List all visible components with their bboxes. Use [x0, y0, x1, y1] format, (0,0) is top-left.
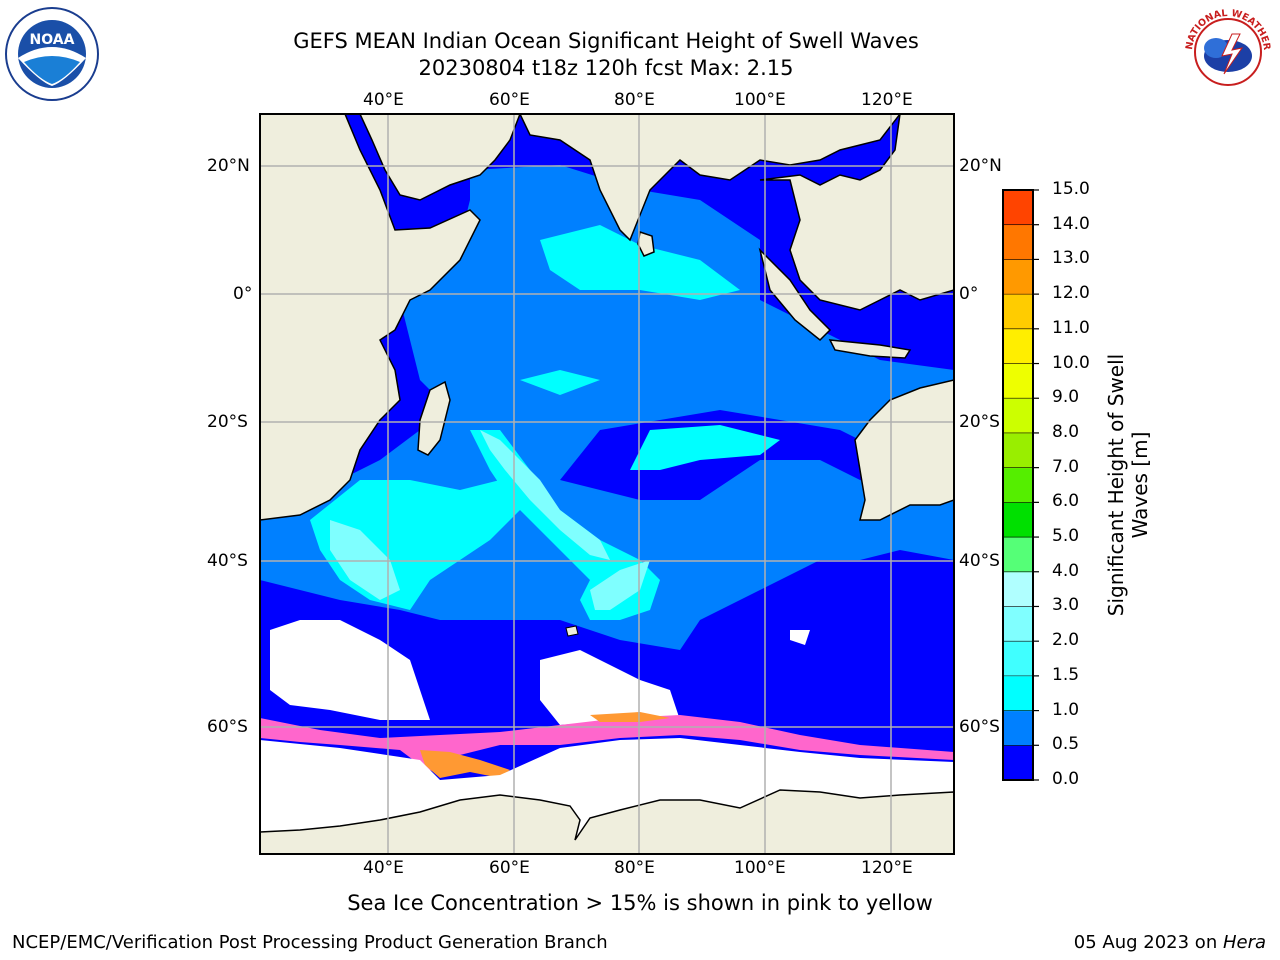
lon-label-top-100e: 100°E	[734, 90, 786, 110]
colorbar-tick-label: 4.0	[1052, 560, 1080, 581]
colorbar-segment	[1003, 432, 1033, 469]
lon-label-top-80e: 80°E	[614, 90, 655, 110]
colorbar-segment	[1003, 259, 1033, 295]
footer-host: Hera	[1222, 932, 1266, 953]
colorbar-tick-label: 1.5	[1052, 664, 1080, 685]
footer-date: 05 Aug 2023 on Hera	[1074, 932, 1266, 953]
madagascar-land	[417, 380, 451, 456]
noaa-logo: NOAA	[5, 7, 99, 101]
lon-label-bottom-80e: 80°E	[614, 858, 655, 878]
footer-date-text: 05 Aug 2023 on	[1073, 932, 1223, 953]
lon-label-bottom-40e: 40°E	[363, 858, 404, 878]
colorbar-tick-label: 9.0	[1052, 387, 1080, 408]
colorbar-tick-label: 10.0	[1052, 352, 1090, 373]
lat-label-left-20s: 20°S	[207, 412, 248, 432]
australia-land	[854, 379, 954, 521]
svg-text:NOAA: NOAA	[30, 32, 75, 48]
colorbar-frame	[1002, 189, 1034, 781]
footer-credit: NCEP/EMC/Verification Post Processing Pr…	[12, 932, 608, 953]
colorbar-tick-label: 7.0	[1052, 456, 1080, 477]
nws-logo: NATIONAL WEATHER SERVICE	[1180, 4, 1274, 98]
lat-label-left-0: 0°	[233, 284, 253, 304]
map-frame	[259, 113, 955, 855]
java-land	[828, 339, 912, 359]
sea-ice-edge	[420, 712, 670, 778]
lon-label-bottom-60e: 60°E	[489, 858, 530, 878]
colorbar-segment	[1003, 710, 1033, 746]
colorbar-tick-label: 14.0	[1052, 213, 1090, 234]
lat-label-right-40s: 40°S	[959, 551, 1000, 571]
colorbar-segment	[1003, 363, 1033, 399]
lat-label-right-0: 0°	[959, 284, 979, 304]
colorbar-segment	[1003, 294, 1033, 330]
colorbar-tick-label: 15.0	[1052, 179, 1090, 199]
colorbar-tick-label: 0.5	[1052, 734, 1080, 755]
colorbar-segment	[1003, 571, 1033, 607]
colorbar-segment	[1003, 224, 1033, 260]
lon-label-top-40e: 40°E	[363, 90, 404, 110]
colorbar-tick-label: 0.0	[1052, 769, 1080, 789]
colorbar-tick-label: 8.0	[1052, 421, 1080, 442]
colorbar-segment	[1003, 537, 1033, 573]
colorbar-tick-label: 6.0	[1052, 491, 1080, 512]
map-area	[260, 114, 954, 854]
swell-band-15	[330, 430, 650, 610]
lon-label-bottom-120e: 120°E	[861, 858, 913, 878]
colorbar-tick-label: 2.0	[1052, 630, 1080, 651]
colorbar-segment	[1003, 745, 1033, 781]
sumatra-land	[758, 247, 832, 342]
colorbar-tick-label: 1.0	[1052, 699, 1080, 720]
map-title: GEFS MEAN Indian Ocean Significant Heigh…	[293, 29, 919, 53]
map-subtitle: 20230804 t18z 120h fcst Max: 2.15	[418, 56, 794, 80]
colorbar-tick-label: 5.0	[1052, 526, 1080, 547]
lat-label-left-20n: 20°N	[207, 156, 250, 176]
graticule	[260, 114, 954, 854]
colorbar-tick-label: 11.0	[1052, 317, 1090, 338]
lon-label-bottom-100e: 100°E	[734, 858, 786, 878]
swell-band-10	[310, 225, 780, 620]
lat-label-right-60s: 60°S	[959, 717, 1000, 737]
southeast-asia-land	[759, 114, 954, 311]
lat-label-right-20s: 20°S	[959, 412, 1000, 432]
sea-ice-note: Sea Ice Concentration > 15% is shown in …	[347, 891, 933, 915]
colorbar-segment	[1003, 467, 1033, 503]
colorbar-tick-label: 3.0	[1052, 595, 1080, 616]
colorbar-segment	[1003, 641, 1033, 677]
colorbar-segment	[1003, 606, 1033, 642]
colorbar-segment	[1003, 328, 1033, 365]
colorbar-tick-label: 12.0	[1052, 283, 1090, 304]
colorbar-segment	[1003, 502, 1033, 538]
lat-label-left-40s: 40°S	[207, 551, 248, 571]
colorbar-tick-label: 13.0	[1052, 248, 1090, 269]
antarctica-land	[260, 789, 954, 854]
colorbar-label: Significant Height of Swell Waves [m]	[1104, 353, 1152, 617]
lat-label-right-20n: 20°N	[959, 156, 1002, 176]
lat-label-left-60s: 60°S	[207, 717, 248, 737]
lon-label-top-120e: 120°E	[861, 90, 913, 110]
colorbar	[1002, 189, 1039, 781]
colorbar-segment	[1003, 675, 1033, 712]
colorbar-segment	[1003, 398, 1033, 434]
no-data-patch	[270, 620, 810, 725]
lon-label-top-60e: 60°E	[489, 90, 530, 110]
kerguelen-island	[565, 625, 579, 637]
southwest-asia-land	[519, 114, 901, 242]
colorbar-segment	[1003, 190, 1033, 226]
